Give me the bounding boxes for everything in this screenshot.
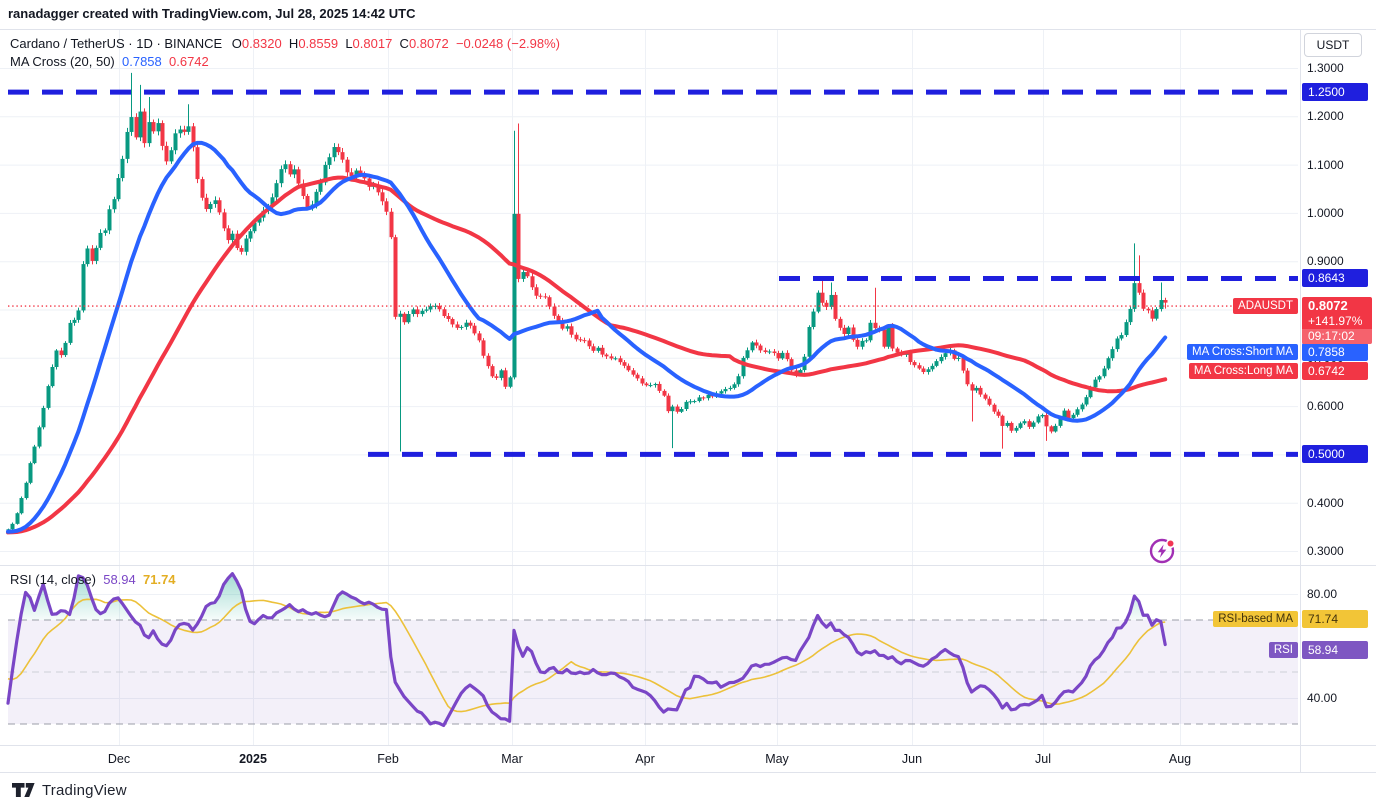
rsi-ma-value: 71.74 xyxy=(143,572,176,587)
rsi-tick-80.00: 80.00 xyxy=(1307,587,1338,601)
price-tick-0.9000: 0.9000 xyxy=(1307,254,1344,269)
ohlc-low-value: 0.8017 xyxy=(352,36,393,51)
tradingview-logo-text: TradingView xyxy=(42,781,127,799)
current-price-percent: +141.97% xyxy=(1308,314,1363,328)
level-badge-0.8643: 0.8643 xyxy=(1302,269,1368,288)
ohlc-change-value: −0.0248 (−2.98%) xyxy=(455,36,561,51)
price-tick-1.1000: 1.1000 xyxy=(1307,157,1344,172)
current-price-value: 0.8072 xyxy=(1308,298,1348,313)
ohlc-open-value: 0.8320 xyxy=(241,36,282,51)
time-tick-2025: 2025 xyxy=(239,752,267,766)
price-scale[interactable]: USDT 0.8072 +141.97% 09:17:02 0.7858 0.6… xyxy=(1300,29,1376,773)
price-tick-1.2000: 1.2000 xyxy=(1307,109,1344,124)
rsi-line-label: RSI xyxy=(1268,642,1298,658)
time-tick-Apr: Apr xyxy=(635,752,655,766)
ma-cross-label: MA Cross (20, 50) xyxy=(10,54,115,69)
symbol-title: Cardano / TetherUS · 1D · BINANCE xyxy=(10,36,223,51)
level-badge-1.2500: 1.2500 xyxy=(1302,83,1368,102)
short-ma-label: MA Cross:Short MA xyxy=(1187,344,1298,360)
rsi-value: 58.94 xyxy=(103,572,136,587)
boost-lightning-icon[interactable] xyxy=(1147,535,1179,567)
ma-cross-header: MA Cross (20, 50) 0.7858 0.6742 xyxy=(10,54,209,70)
ohlc-high-value: 0.8559 xyxy=(298,36,339,51)
ohlc-open-label: O xyxy=(231,36,242,51)
symbol-header: Cardano / TetherUS · 1D · BINANCE O0.832… xyxy=(10,36,560,52)
rsi-header: RSI (14, close) 58.94 71.74 xyxy=(10,572,176,588)
ohlc-close-value: 0.8072 xyxy=(408,36,449,51)
short-ma-value-badge: 0.7858 xyxy=(1302,343,1368,361)
bar-countdown: 09:17:02 xyxy=(1302,329,1372,344)
rsi-value-badge: 58.94 xyxy=(1302,641,1368,659)
chart-canvas[interactable] xyxy=(0,29,1376,773)
tradingview-logo-icon xyxy=(12,782,35,797)
time-tick-Feb: Feb xyxy=(377,752,399,766)
ohlc-high-label: H xyxy=(288,36,299,51)
attribution-text: ranadagger created with TradingView.com,… xyxy=(8,6,416,21)
current-price-badge: 0.8072 +141.97% 09:17:02 xyxy=(1302,297,1372,344)
long-ma-value-badge: 0.6742 xyxy=(1302,362,1368,380)
time-tick-Aug: Aug xyxy=(1168,752,1192,766)
rsi-tick-40.00: 40.00 xyxy=(1307,691,1338,705)
rsi-based-ma-label: RSI-based MA xyxy=(1213,611,1298,627)
ohlc-close-label: C xyxy=(399,36,409,51)
level-badge-0.5000: 0.5000 xyxy=(1302,445,1368,464)
price-tick-0.6000: 0.6000 xyxy=(1307,399,1344,414)
price-tick-1.0000: 1.0000 xyxy=(1307,205,1344,220)
currency-toggle-button[interactable]: USDT xyxy=(1304,33,1362,57)
symbol-price-label: ADAUSDT xyxy=(1233,298,1298,314)
rsi-ma-value-badge: 71.74 xyxy=(1302,610,1368,628)
time-scale[interactable]: Dec 2025 Feb Mar Apr May Jun Jul Aug xyxy=(0,745,1300,773)
rsi-label: RSI (14, close) xyxy=(10,572,96,587)
ohlc-low-label: L xyxy=(345,36,353,51)
tradingview-logo[interactable]: TradingView xyxy=(12,779,127,801)
time-tick-Jun: Jun xyxy=(901,752,923,766)
price-tick-1.3000: 1.3000 xyxy=(1307,61,1344,75)
chart-widget[interactable]: Cardano / TetherUS · 1D · BINANCE O0.832… xyxy=(0,29,1376,773)
ma-long-value: 0.6742 xyxy=(169,54,209,69)
time-tick-Dec: Dec xyxy=(107,752,131,766)
long-ma-label: MA Cross:Long MA xyxy=(1188,363,1298,379)
price-tick-0.4000: 0.4000 xyxy=(1307,495,1344,510)
time-tick-Jul: Jul xyxy=(1035,752,1051,766)
price-tick-0.3000: 0.3000 xyxy=(1307,544,1344,558)
time-tick-May: May xyxy=(765,752,789,766)
time-tick-Mar: Mar xyxy=(501,752,523,766)
ma-short-value: 0.7858 xyxy=(122,54,162,69)
